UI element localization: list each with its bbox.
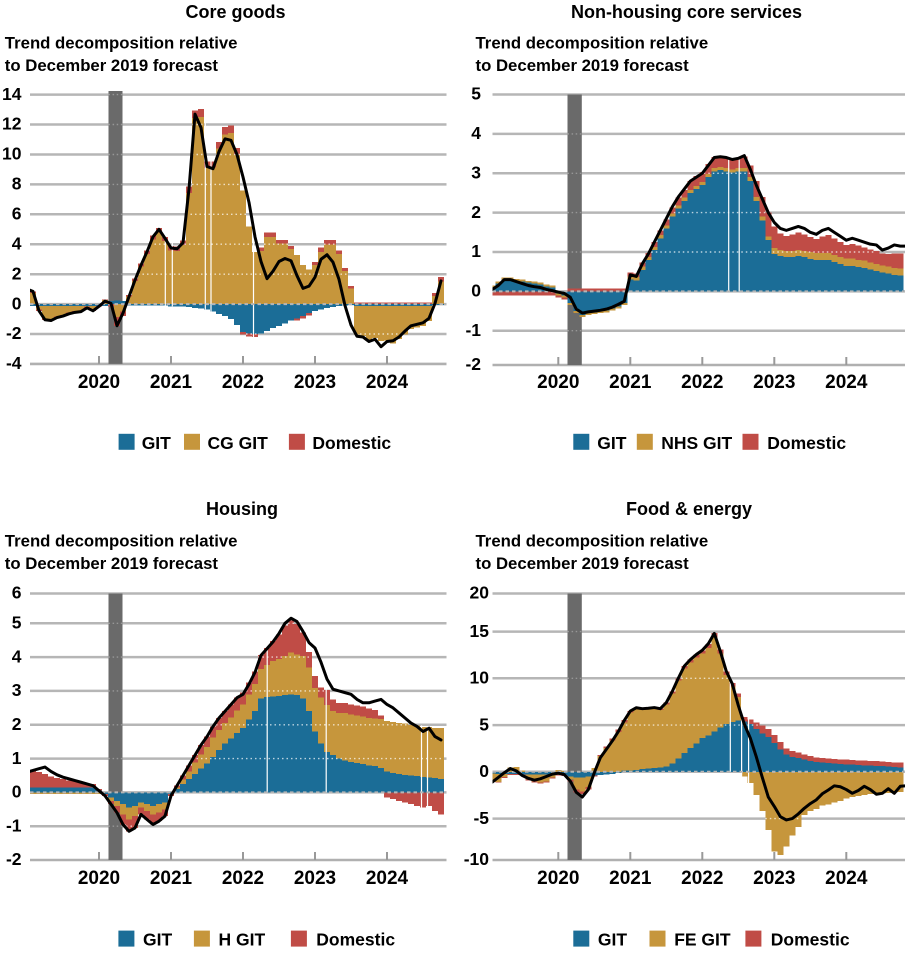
svg-text:15: 15	[470, 621, 490, 641]
svg-text:0: 0	[12, 293, 22, 313]
svg-text:1: 1	[12, 748, 22, 768]
svg-text:GIT: GIT	[142, 433, 171, 453]
svg-text:2024: 2024	[366, 868, 409, 889]
svg-text:to December 2019 forecast: to December 2019 forecast	[5, 554, 219, 573]
svg-text:2020: 2020	[78, 372, 120, 393]
svg-text:2020: 2020	[537, 372, 579, 393]
svg-text:Domestic: Domestic	[771, 930, 850, 950]
svg-text:5: 5	[471, 84, 481, 104]
svg-text:to December 2019 forecast: to December 2019 forecast	[476, 554, 690, 573]
svg-text:Core goods: Core goods	[185, 2, 285, 22]
svg-text:to December 2019 forecast: to December 2019 forecast	[476, 56, 690, 75]
svg-text:2022: 2022	[222, 868, 264, 889]
svg-text:2021: 2021	[609, 868, 652, 889]
svg-text:GIT: GIT	[597, 433, 626, 453]
svg-text:FE GIT: FE GIT	[674, 930, 731, 950]
svg-text:20: 20	[470, 583, 490, 603]
svg-text:NHS GIT: NHS GIT	[661, 433, 732, 453]
svg-text:Food & energy: Food & energy	[626, 499, 752, 519]
svg-text:Domestic: Domestic	[316, 930, 395, 950]
svg-text:to December 2019 forecast: to December 2019 forecast	[5, 56, 219, 75]
svg-text:2023: 2023	[294, 868, 336, 889]
svg-text:2: 2	[12, 714, 22, 734]
svg-text:5: 5	[12, 613, 22, 633]
svg-text:Trend decomposition relative: Trend decomposition relative	[5, 33, 238, 52]
svg-text:0: 0	[471, 281, 481, 301]
svg-text:GIT: GIT	[598, 930, 627, 950]
svg-text:-1: -1	[465, 320, 481, 340]
svg-text:1: 1	[471, 241, 481, 261]
svg-text:-1: -1	[6, 815, 22, 835]
svg-text:2021: 2021	[150, 868, 193, 889]
svg-text:4: 4	[471, 123, 481, 143]
svg-text:Domestic: Domestic	[312, 433, 391, 453]
svg-text:10: 10	[2, 144, 22, 164]
svg-text:2021: 2021	[609, 372, 652, 393]
svg-text:2022: 2022	[222, 372, 264, 393]
svg-text:2024: 2024	[366, 372, 409, 393]
svg-text:2021: 2021	[150, 372, 193, 393]
svg-text:2023: 2023	[753, 868, 795, 889]
svg-text:0: 0	[12, 782, 22, 802]
svg-text:-4: -4	[6, 353, 22, 373]
svg-text:2023: 2023	[294, 372, 336, 393]
svg-text:H GIT: H GIT	[219, 930, 266, 950]
svg-text:CG GIT: CG GIT	[208, 433, 269, 453]
svg-text:2024: 2024	[825, 868, 868, 889]
svg-text:10: 10	[470, 668, 490, 688]
svg-text:GIT: GIT	[143, 930, 172, 950]
svg-text:0: 0	[479, 761, 489, 781]
svg-text:2020: 2020	[537, 868, 579, 889]
svg-text:Non-housing core services: Non-housing core services	[571, 2, 802, 22]
svg-text:4: 4	[12, 646, 22, 666]
svg-text:2: 2	[471, 202, 481, 222]
svg-text:2022: 2022	[681, 868, 723, 889]
svg-text:Trend decomposition relative: Trend decomposition relative	[476, 532, 709, 551]
svg-text:-2: -2	[6, 849, 22, 869]
svg-text:3: 3	[471, 163, 481, 183]
svg-text:2024: 2024	[825, 372, 868, 393]
svg-text:2023: 2023	[753, 372, 795, 393]
svg-text:6: 6	[12, 204, 22, 224]
svg-text:8: 8	[12, 174, 22, 194]
svg-text:-5: -5	[473, 808, 489, 828]
svg-text:-10: -10	[464, 849, 490, 869]
svg-text:6: 6	[12, 583, 22, 603]
svg-text:4: 4	[12, 233, 22, 253]
svg-text:2: 2	[12, 263, 22, 283]
svg-text:2022: 2022	[681, 372, 723, 393]
svg-text:Housing: Housing	[206, 499, 278, 519]
svg-text:14: 14	[2, 84, 22, 104]
svg-text:5: 5	[479, 714, 489, 734]
svg-text:-2: -2	[6, 323, 22, 343]
svg-text:12: 12	[2, 114, 22, 134]
svg-text:Domestic: Domestic	[767, 433, 846, 453]
svg-text:-2: -2	[465, 354, 481, 374]
svg-text:Trend decomposition relative: Trend decomposition relative	[476, 33, 709, 52]
svg-text:Trend decomposition relative: Trend decomposition relative	[5, 532, 238, 551]
svg-text:2020: 2020	[78, 868, 120, 889]
svg-text:3: 3	[12, 680, 22, 700]
